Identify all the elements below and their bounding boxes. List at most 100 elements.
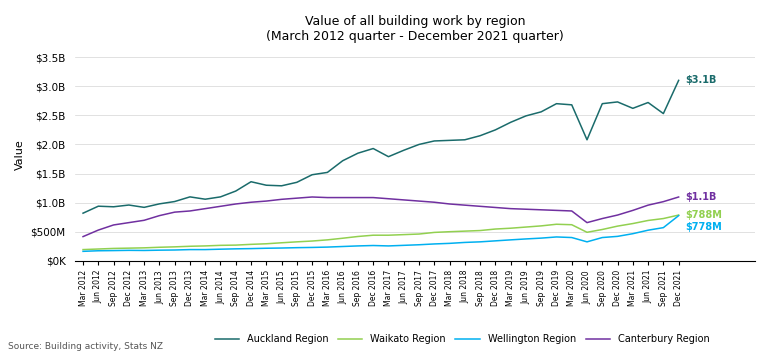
Wellington Region	[460, 240, 470, 245]
Waikato Region	[414, 232, 424, 236]
Canterbury Region	[659, 199, 668, 204]
Wellington Region	[674, 214, 683, 218]
Canterbury Region	[521, 207, 531, 211]
Auckland Region	[644, 100, 653, 104]
Wellington Region	[94, 249, 103, 253]
Wellington Region	[201, 247, 210, 252]
Wellington Region	[384, 244, 393, 248]
Canterbury Region	[109, 223, 119, 227]
Wellington Region	[231, 247, 240, 251]
Canterbury Region	[277, 197, 286, 202]
Wellington Region	[567, 235, 577, 240]
Waikato Region	[506, 226, 515, 231]
Wellington Region	[598, 235, 607, 240]
Auckland Region	[109, 205, 119, 209]
Waikato Region	[201, 244, 210, 248]
Wellington Region	[246, 246, 256, 251]
Waikato Region	[582, 230, 591, 234]
Legend: Auckland Region, Waikato Region, Wellington Region, Canterbury Region: Auckland Region, Waikato Region, Welling…	[211, 330, 713, 348]
Auckland Region	[490, 128, 500, 132]
Wellington Region	[521, 237, 531, 241]
Canterbury Region	[476, 204, 485, 208]
Wellington Region	[109, 249, 119, 253]
Waikato Region	[216, 243, 225, 247]
Text: $3.1B: $3.1B	[685, 76, 717, 85]
Waikato Region	[323, 238, 332, 242]
Canterbury Region	[262, 199, 271, 203]
Auckland Region	[445, 138, 454, 143]
Waikato Region	[94, 247, 103, 251]
Auckland Region	[430, 139, 439, 143]
Line: Canterbury Region: Canterbury Region	[83, 197, 678, 237]
Canterbury Region	[399, 198, 408, 202]
Auckland Region	[277, 184, 286, 188]
Auckland Region	[124, 203, 133, 207]
Canterbury Region	[460, 203, 470, 207]
Wellington Region	[262, 246, 271, 250]
Wellington Region	[186, 247, 195, 252]
Canterbury Region	[430, 200, 439, 204]
Line: Waikato Region: Waikato Region	[83, 215, 678, 250]
Canterbury Region	[506, 207, 515, 211]
Wellington Region	[353, 244, 363, 248]
Title: Value of all building work by region
(March 2012 quarter - December 2021 quarter: Value of all building work by region (Ma…	[266, 15, 564, 43]
Auckland Region	[567, 103, 577, 107]
Canterbury Region	[628, 208, 638, 213]
Canterbury Region	[338, 196, 347, 200]
Auckland Region	[94, 204, 103, 208]
Waikato Region	[170, 245, 179, 249]
Wellington Region	[369, 244, 378, 248]
Text: Source: Building activity, Stats NZ: Source: Building activity, Stats NZ	[8, 342, 162, 352]
Line: Auckland Region: Auckland Region	[83, 80, 678, 213]
Waikato Region	[155, 245, 164, 249]
Wellington Region	[170, 248, 179, 252]
Canterbury Region	[490, 205, 500, 210]
Wellington Region	[399, 243, 408, 247]
Auckland Region	[659, 112, 668, 116]
Wellington Region	[139, 249, 149, 253]
Wellington Region	[506, 238, 515, 242]
Waikato Region	[79, 247, 88, 252]
Wellington Region	[552, 235, 561, 239]
Waikato Region	[277, 241, 286, 245]
Text: $778M: $778M	[685, 222, 722, 232]
Canterbury Region	[598, 216, 607, 221]
Auckland Region	[139, 205, 149, 209]
Waikato Region	[262, 242, 271, 246]
Auckland Region	[353, 151, 363, 155]
Waikato Region	[109, 246, 119, 251]
Waikato Region	[552, 222, 561, 226]
Waikato Region	[353, 234, 363, 239]
Wellington Region	[79, 249, 88, 253]
Wellington Region	[582, 240, 591, 244]
Canterbury Region	[293, 196, 302, 200]
Canterbury Region	[445, 202, 454, 206]
Auckland Region	[613, 100, 622, 104]
Canterbury Region	[414, 199, 424, 203]
Canterbury Region	[201, 207, 210, 211]
Canterbury Region	[307, 195, 316, 199]
Waikato Region	[369, 233, 378, 237]
Canterbury Region	[353, 196, 363, 200]
Waikato Region	[521, 225, 531, 229]
Wellington Region	[307, 245, 316, 250]
Wellington Region	[476, 240, 485, 244]
Canterbury Region	[369, 196, 378, 200]
Auckland Region	[674, 78, 683, 83]
Auckland Region	[628, 106, 638, 110]
Waikato Region	[384, 233, 393, 237]
Auckland Region	[384, 155, 393, 159]
Waikato Region	[659, 216, 668, 221]
Canterbury Region	[155, 214, 164, 218]
Waikato Region	[567, 223, 577, 227]
Auckland Region	[79, 211, 88, 215]
Waikato Region	[293, 240, 302, 244]
Waikato Region	[139, 246, 149, 250]
Auckland Region	[399, 148, 408, 152]
Waikato Region	[613, 224, 622, 228]
Wellington Region	[155, 248, 164, 252]
Waikato Region	[490, 227, 500, 231]
Wellington Region	[537, 236, 546, 240]
Auckland Region	[293, 180, 302, 184]
Wellington Region	[124, 248, 133, 252]
